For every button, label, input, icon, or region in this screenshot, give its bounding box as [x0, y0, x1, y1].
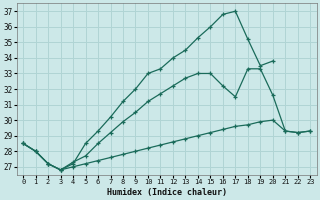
X-axis label: Humidex (Indice chaleur): Humidex (Indice chaleur): [107, 188, 227, 197]
